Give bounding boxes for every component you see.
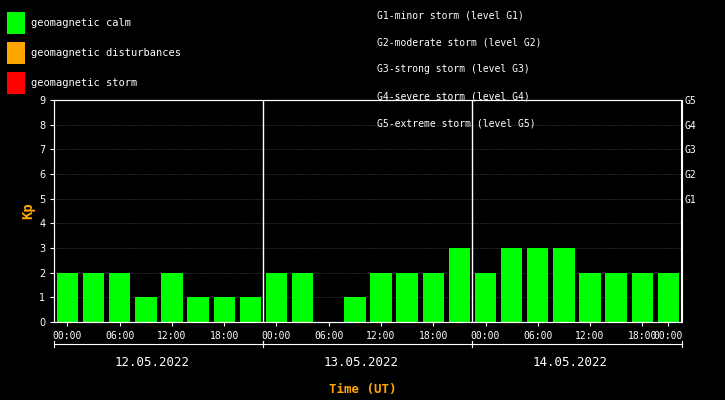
Y-axis label: Kp: Kp <box>21 203 35 219</box>
Bar <box>213 297 235 322</box>
Bar <box>631 273 653 322</box>
Bar <box>187 297 209 322</box>
Bar <box>553 248 575 322</box>
Text: 14.05.2022: 14.05.2022 <box>533 356 608 369</box>
Text: geomagnetic calm: geomagnetic calm <box>31 18 131 28</box>
Text: 12.05.2022: 12.05.2022 <box>115 356 190 369</box>
Bar <box>501 248 523 322</box>
Bar <box>161 273 183 322</box>
Bar <box>475 273 496 322</box>
Bar <box>344 297 365 322</box>
Bar <box>449 248 470 322</box>
Bar <box>579 273 601 322</box>
Text: G4-severe storm (level G4): G4-severe storm (level G4) <box>377 92 530 102</box>
Text: G3-strong storm (level G3): G3-strong storm (level G3) <box>377 64 530 74</box>
Bar <box>135 297 157 322</box>
Text: 13.05.2022: 13.05.2022 <box>324 356 399 369</box>
Bar <box>109 273 130 322</box>
Bar <box>658 273 679 322</box>
Text: Time (UT): Time (UT) <box>328 383 397 396</box>
Bar <box>292 273 313 322</box>
Bar <box>83 273 104 322</box>
Bar <box>57 273 78 322</box>
Bar <box>397 273 418 322</box>
Bar <box>527 248 549 322</box>
Bar <box>240 297 261 322</box>
Bar <box>605 273 627 322</box>
Text: geomagnetic disturbances: geomagnetic disturbances <box>31 48 181 58</box>
Text: G5-extreme storm (level G5): G5-extreme storm (level G5) <box>377 119 536 129</box>
Text: G1-minor storm (level G1): G1-minor storm (level G1) <box>377 10 524 20</box>
Bar <box>370 273 392 322</box>
Bar <box>266 273 287 322</box>
Text: G2-moderate storm (level G2): G2-moderate storm (level G2) <box>377 37 542 47</box>
Bar <box>423 273 444 322</box>
Text: geomagnetic storm: geomagnetic storm <box>31 78 138 88</box>
